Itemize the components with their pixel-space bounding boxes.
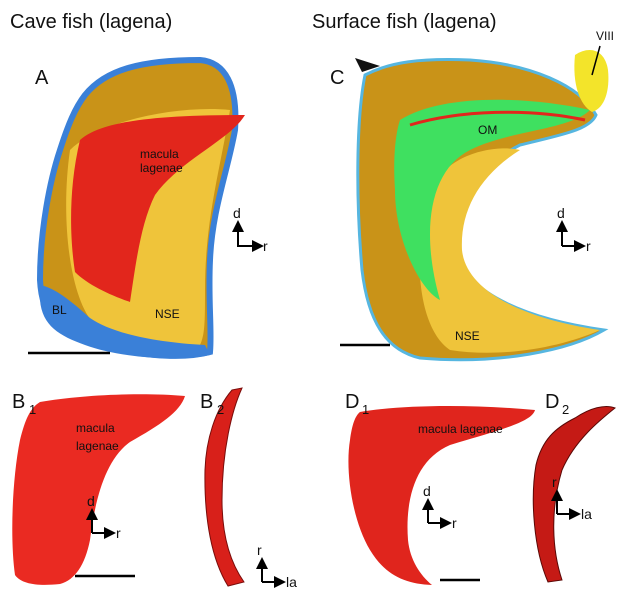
- annotation: macula lagenae: [418, 422, 503, 436]
- annotation: BL: [52, 303, 67, 317]
- panel-label: B: [12, 391, 25, 413]
- column-title: Cave fish (lagena): [10, 11, 172, 33]
- panel-subscript: 2: [217, 402, 224, 417]
- panel-label: B: [200, 391, 213, 413]
- macula-shape: [533, 406, 615, 582]
- column-title: Surface fish (lagena): [312, 11, 497, 33]
- panel-a: A macula lagenae NSE BL d r: [28, 60, 268, 358]
- panel-d2: D 2 r la: [533, 391, 615, 582]
- annotation: lagenae: [76, 439, 119, 453]
- panel-b1: B 1 macula lagenae d r: [12, 391, 185, 585]
- orientation-label: la: [286, 574, 297, 590]
- orientation-label: r: [116, 525, 121, 541]
- panel-b2: B 2 r la: [200, 388, 297, 590]
- orientation-label: d: [423, 483, 431, 499]
- orientation-label: d: [557, 205, 565, 221]
- panel-label: A: [35, 67, 49, 89]
- annotation: VIII: [596, 29, 614, 43]
- panel-label: C: [330, 67, 344, 89]
- orientation-label: d: [87, 493, 95, 509]
- orientation-label: r: [452, 515, 457, 531]
- panel-d1: D 1 macula lagenae d r: [345, 391, 535, 585]
- orientation-label: r: [263, 238, 268, 254]
- orientation-label: d: [233, 205, 241, 221]
- annotation: macula: [76, 421, 115, 435]
- orientation-label: r: [586, 238, 591, 254]
- annotation: lagenae: [140, 161, 183, 175]
- figure: Cave fish (lagena) Surface fish (lagena)…: [0, 0, 626, 594]
- panel-subscript: 2: [562, 402, 569, 417]
- panel-label: D: [545, 391, 559, 413]
- annotation: OM: [478, 123, 497, 137]
- macula-shape: [205, 388, 244, 586]
- orientation-arrow: [238, 230, 258, 246]
- annotation: NSE: [455, 329, 480, 343]
- panel-subscript: 1: [29, 402, 36, 417]
- annotation: NSE: [155, 307, 180, 321]
- orientation-label: la: [581, 506, 592, 522]
- panel-c: C OM NSE VIII d r: [330, 29, 614, 360]
- orientation-label: r: [552, 474, 557, 490]
- panel-label: D: [345, 391, 359, 413]
- annotation: macula: [140, 147, 179, 161]
- panel-subscript: 1: [362, 402, 369, 417]
- orientation-label: r: [257, 542, 262, 558]
- nse-region: [420, 148, 600, 352]
